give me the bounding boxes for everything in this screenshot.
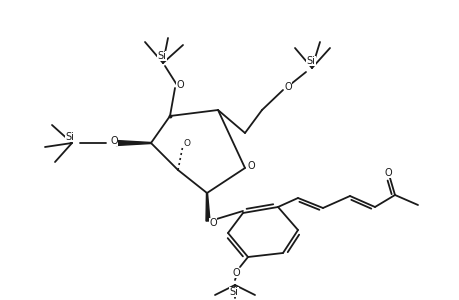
Text: O: O: [284, 82, 291, 92]
Text: O: O: [246, 161, 254, 171]
Text: O: O: [383, 168, 391, 178]
Polygon shape: [116, 140, 151, 146]
Text: Si: Si: [66, 132, 74, 142]
Text: Si: Si: [306, 56, 315, 66]
Text: O: O: [232, 268, 239, 278]
Text: O: O: [110, 136, 118, 146]
Polygon shape: [206, 193, 210, 221]
Text: O: O: [176, 80, 184, 90]
Text: Si: Si: [157, 51, 166, 61]
Text: O: O: [209, 218, 216, 228]
Text: Si: Si: [229, 287, 238, 297]
Text: O: O: [183, 139, 190, 148]
